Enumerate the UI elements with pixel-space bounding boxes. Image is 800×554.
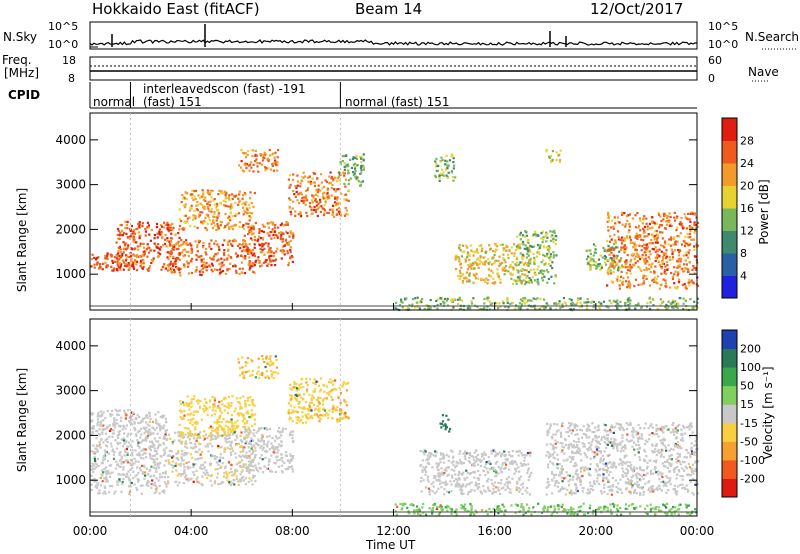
nave-label: Nave bbox=[748, 65, 779, 79]
vel-region-2 bbox=[178, 395, 257, 438]
vel-region-3 bbox=[237, 354, 280, 380]
velocity-colorbar-swatch-8 bbox=[722, 330, 737, 350]
velocity-colorbar-tick-1: 100 bbox=[740, 361, 761, 374]
nsearch-label: N.Search bbox=[745, 30, 800, 44]
nsky-tick-bottom: 10^0 bbox=[48, 38, 79, 51]
velocity-colorbar-tick-5: -50 bbox=[740, 435, 758, 448]
power-region-7 bbox=[338, 153, 365, 187]
freq-panel bbox=[89, 56, 698, 81]
power-colorbar-tick-3: 16 bbox=[740, 202, 754, 215]
chart-title: Hokkaido East (fitACF) bbox=[92, 0, 260, 18]
velocity-colorbar-swatch-2 bbox=[722, 441, 737, 461]
power-ytick-label-0: 1000 bbox=[55, 267, 86, 281]
nsky-tick-top: 10^5 bbox=[48, 20, 79, 33]
x-tick-label-5: 20:00 bbox=[579, 524, 614, 538]
nsky-panel bbox=[89, 21, 698, 50]
x-tick-label-6: 00:00 bbox=[680, 524, 715, 538]
power-colorbar-swatch-1 bbox=[722, 253, 737, 276]
power-region-9 bbox=[454, 243, 533, 286]
freq-label: Freq. bbox=[2, 53, 32, 67]
nave-tick-bottom: 0 bbox=[708, 72, 715, 85]
power-colorbar-swatch-2 bbox=[722, 230, 737, 254]
cpid-segment-1-line1: normal bbox=[93, 95, 136, 109]
velocity-colorbar-swatch-6 bbox=[722, 367, 737, 387]
power-colorbar-swatch-0 bbox=[722, 275, 737, 299]
velocity-colorbar-swatch-5 bbox=[722, 385, 737, 405]
power-region-5 bbox=[242, 221, 295, 268]
power-region-4 bbox=[238, 148, 280, 173]
velocity-colorbar-tick-6: -100 bbox=[740, 454, 765, 467]
nave-tick-top: 60 bbox=[708, 54, 722, 67]
vel-region-4 bbox=[241, 426, 295, 474]
power-colorbar-tick-4: 12 bbox=[740, 225, 754, 238]
vel-scatter-group bbox=[90, 354, 700, 516]
cpid-segment-2-line1: interleavedscon (fast) -191 bbox=[143, 82, 306, 96]
velocity-colorbar-swatch-0 bbox=[722, 478, 737, 498]
power-ytick-label-3: 4000 bbox=[55, 133, 86, 147]
velocity-colorbar-tick-0: 200 bbox=[740, 343, 761, 356]
freq-tick-bottom: 8 bbox=[68, 72, 75, 85]
cpid-label: CPID bbox=[8, 88, 41, 102]
power-region-11 bbox=[545, 148, 562, 164]
vel-region-8 bbox=[545, 422, 700, 496]
power-colorbar-swatch-3 bbox=[722, 208, 737, 231]
cpid-segment-2-line2: (fast) 151 bbox=[143, 95, 202, 109]
power-region-10 bbox=[515, 229, 558, 286]
x-tick-label-4: 16:00 bbox=[477, 524, 512, 538]
x-tick-label-1: 04:00 bbox=[174, 524, 209, 538]
power-colorbar-tick-0: 28 bbox=[740, 135, 754, 148]
power-colorbar-swatch-7 bbox=[722, 118, 737, 141]
power-colorbar-tick-6: 4 bbox=[740, 270, 747, 283]
power-ytick-label-1: 2000 bbox=[55, 222, 86, 236]
nsky-label: N.Sky bbox=[3, 30, 38, 44]
power-scatter-group bbox=[90, 148, 700, 312]
vel-ytick-label-3: 4000 bbox=[55, 339, 86, 353]
vel-region-7 bbox=[419, 448, 533, 496]
velocity-colorbar-tick-3: 15 bbox=[740, 398, 754, 411]
power-region-8 bbox=[434, 153, 457, 182]
velocity-colorbar-tick-2: 50 bbox=[740, 380, 754, 393]
power-colorbar-swatch-6 bbox=[722, 140, 737, 164]
power-colorbar-swatch-5 bbox=[722, 163, 737, 186]
cpid-segment-3-line2: normal (fast) 151 bbox=[345, 95, 450, 109]
velocity-colorbar-swatch-3 bbox=[722, 422, 737, 442]
power-colorbar-tick-5: 8 bbox=[740, 247, 747, 260]
power-colorbar-swatch-4 bbox=[722, 185, 737, 209]
power-colorbar-tick-1: 24 bbox=[740, 157, 754, 170]
vel-region-6 bbox=[439, 414, 452, 433]
velocity-colorbar-tick-7: -200 bbox=[740, 472, 765, 485]
vel-ytick-label-0: 1000 bbox=[55, 473, 86, 487]
power-colorbar-frame bbox=[721, 117, 738, 299]
x-tick-label-0: 00:00 bbox=[73, 524, 108, 538]
vel-region-5 bbox=[287, 377, 350, 425]
beam-label: Beam 14 bbox=[355, 0, 423, 18]
power-ytick-label-2: 3000 bbox=[55, 178, 86, 192]
x-axis-label: Time UT bbox=[366, 538, 416, 552]
velocity-colorbar-swatch-7 bbox=[722, 348, 737, 368]
velocity-colorbar-tick-4: -15 bbox=[740, 417, 758, 430]
power-region-14 bbox=[394, 296, 699, 312]
vel-region-1 bbox=[166, 431, 257, 487]
velocity-colorbar-frame bbox=[721, 329, 738, 498]
power-colorbar-tick-2: 20 bbox=[740, 180, 754, 193]
nsearch-tick-top: 10^5 bbox=[708, 20, 739, 33]
power-plot-frame bbox=[89, 112, 698, 311]
vel-ytick-label-1: 2000 bbox=[55, 428, 86, 442]
x-tick-label-3: 12:00 bbox=[376, 524, 411, 538]
power-region-2 bbox=[166, 238, 257, 277]
power-region-13 bbox=[606, 211, 700, 290]
nsearch-tick-bottom: 10^0 bbox=[708, 38, 739, 51]
velocity-colorbar-swatch-1 bbox=[722, 459, 737, 479]
vel-ytick-label-2: 3000 bbox=[55, 384, 86, 398]
nsky-trace bbox=[89, 39, 698, 46]
vel-region-0 bbox=[90, 408, 168, 496]
velocity-colorbar-swatch-4 bbox=[722, 404, 737, 424]
freq-unit: [MHz] bbox=[4, 66, 40, 80]
power-region-6 bbox=[287, 171, 350, 218]
date-label: 12/Oct/2017 bbox=[590, 0, 684, 18]
vel-region-9 bbox=[394, 502, 697, 516]
freq-tick-top: 18 bbox=[62, 54, 76, 67]
x-tick-label-2: 08:00 bbox=[275, 524, 310, 538]
